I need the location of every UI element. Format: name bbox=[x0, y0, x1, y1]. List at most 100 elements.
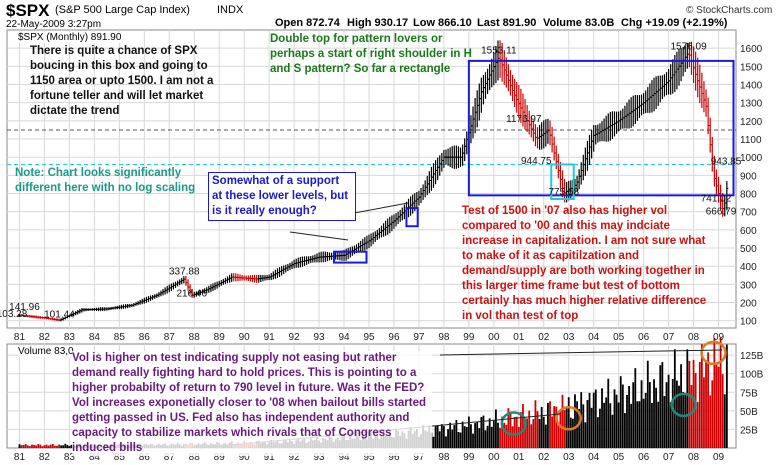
volume-bar bbox=[569, 417, 572, 448]
volume-bar bbox=[544, 424, 547, 448]
y-tick-label: 25B bbox=[740, 425, 758, 436]
volume-bar bbox=[478, 428, 481, 448]
volume-bar bbox=[472, 433, 474, 448]
x-tick-label: 99 bbox=[463, 332, 475, 343]
legend-main: $SPX (Monthly) 891.90 bbox=[18, 32, 122, 43]
y-tick-label: 125B bbox=[740, 351, 764, 362]
volume-bar bbox=[596, 417, 599, 448]
volume-bar bbox=[43, 445, 46, 448]
volume-bar bbox=[565, 407, 568, 448]
x-tick-label: 01 bbox=[513, 332, 525, 343]
x-tick-label: 81 bbox=[14, 452, 26, 463]
volume-bar bbox=[609, 403, 612, 448]
volume-bar bbox=[613, 389, 616, 448]
volume-bar bbox=[53, 445, 56, 448]
volume-bar bbox=[615, 394, 618, 448]
x-tick-label: 06 bbox=[638, 452, 650, 463]
price-label: 943.85 bbox=[711, 156, 742, 167]
volume-bar bbox=[723, 394, 726, 448]
volume-bar bbox=[636, 401, 639, 448]
x-tick-label: 83 bbox=[64, 452, 76, 463]
volume-bar bbox=[626, 394, 628, 448]
volume-bar bbox=[669, 402, 672, 448]
y-tick-label: 600 bbox=[740, 226, 757, 237]
volume-bar bbox=[547, 402, 549, 448]
x-tick-label: 94 bbox=[338, 452, 350, 463]
x-tick-label: 82 bbox=[39, 332, 51, 343]
volume-bar bbox=[507, 408, 510, 448]
volume-bar bbox=[519, 412, 522, 448]
x-tick-label: 86 bbox=[139, 452, 151, 463]
y-tick-label: 1200 bbox=[740, 117, 763, 128]
volume-bar bbox=[18, 444, 21, 448]
volume-bar bbox=[440, 424, 443, 448]
x-tick-label: 09 bbox=[713, 332, 725, 343]
price-panel bbox=[6, 29, 737, 329]
volume-bar bbox=[515, 416, 518, 448]
volume-bar bbox=[39, 444, 42, 448]
price-series bbox=[17, 40, 729, 322]
volume-bar bbox=[571, 418, 574, 448]
volume-bar bbox=[66, 444, 69, 448]
volume-bar bbox=[578, 408, 581, 448]
x-tick-label: 84 bbox=[89, 452, 101, 463]
volume-bar bbox=[557, 424, 560, 448]
volume-bar bbox=[447, 429, 449, 448]
y-tick-label: 1600 bbox=[740, 44, 763, 55]
volume-bar bbox=[438, 431, 441, 448]
volume-bar bbox=[549, 401, 551, 448]
volume-bar bbox=[474, 423, 477, 448]
price-label: 741.02 bbox=[701, 193, 732, 204]
volume-bar bbox=[590, 407, 593, 448]
volume-bar bbox=[624, 413, 626, 448]
x-tick-label: 07 bbox=[663, 332, 675, 343]
volume-bar bbox=[561, 394, 564, 448]
volume-bar bbox=[646, 360, 649, 448]
annotation-boxes bbox=[333, 59, 735, 264]
volume-bar bbox=[667, 374, 670, 448]
x-tick-label: 98 bbox=[438, 452, 450, 463]
x-tick-label: 96 bbox=[388, 452, 400, 463]
x-tick-label: 97 bbox=[413, 452, 425, 463]
x-tick-label: 92 bbox=[289, 332, 301, 343]
volume-bar bbox=[501, 416, 504, 448]
volume-bar bbox=[445, 436, 447, 448]
low-value: Low 866.10 bbox=[413, 17, 472, 29]
volume-bar bbox=[678, 385, 680, 448]
volume-bar bbox=[457, 431, 460, 448]
volume-bar bbox=[540, 406, 543, 448]
x-tick-label: 04 bbox=[588, 452, 600, 463]
volume-bar bbox=[509, 412, 512, 448]
volume-bar bbox=[586, 400, 589, 448]
annotation-rectangle bbox=[333, 250, 368, 264]
volume-bar bbox=[634, 368, 637, 448]
volume-bar bbox=[451, 429, 454, 448]
volume-bar bbox=[513, 416, 516, 448]
volume-bar bbox=[690, 385, 693, 448]
volume-bar bbox=[663, 396, 666, 448]
volume-bar bbox=[49, 444, 52, 448]
volume-bar bbox=[686, 349, 689, 448]
volume-bar bbox=[611, 414, 614, 448]
volume-bar bbox=[684, 394, 687, 448]
volume-bar bbox=[463, 426, 466, 448]
volume-bar bbox=[495, 409, 497, 448]
volume-bar bbox=[594, 389, 597, 448]
volume-bar bbox=[522, 404, 524, 448]
x-tick-label: 86 bbox=[139, 332, 151, 343]
y-tick-label: 200 bbox=[740, 299, 757, 310]
x-tick-label: 88 bbox=[189, 332, 201, 343]
x-tick-label: 01 bbox=[513, 452, 525, 463]
y-tick-label: 700 bbox=[740, 208, 757, 219]
x-tick-label: 94 bbox=[338, 332, 350, 343]
x-tick-label: 06 bbox=[638, 332, 650, 343]
x-tick-label: 92 bbox=[289, 452, 301, 463]
volume-bar bbox=[503, 422, 506, 448]
volume-bar bbox=[20, 445, 23, 448]
volume-bar bbox=[24, 444, 27, 448]
volume-bar bbox=[698, 361, 701, 448]
y-tick-label: 1000 bbox=[740, 153, 763, 164]
volume-bar bbox=[665, 382, 668, 448]
annotation-rectangle bbox=[467, 59, 735, 197]
